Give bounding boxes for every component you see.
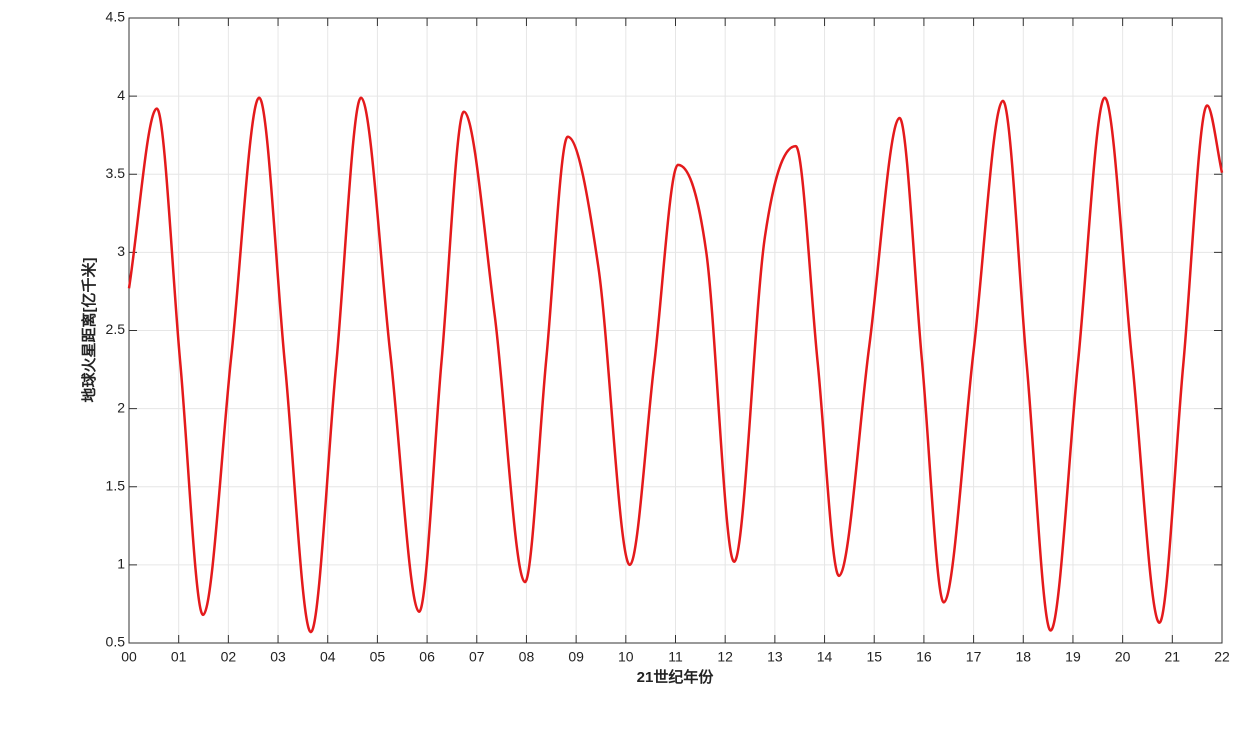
x-tick-label: 03: [270, 649, 286, 665]
y-tick-label: 1.5: [106, 477, 126, 493]
x-tick-label: 16: [916, 649, 932, 665]
x-tick-label: 06: [419, 649, 435, 665]
y-tick-label: 3.5: [106, 165, 126, 181]
x-tick-label: 00: [121, 649, 137, 665]
x-tick-label: 11: [668, 649, 683, 665]
x-tick-label: 14: [817, 649, 833, 665]
x-tick-label: 18: [1015, 649, 1031, 665]
x-tick-label: 04: [320, 649, 336, 665]
y-tick-label: 3: [117, 243, 125, 259]
x-tick-label: 15: [866, 649, 882, 665]
x-tick-label: 20: [1115, 649, 1131, 665]
x-tick-label: 22: [1214, 649, 1230, 665]
x-tick-label: 19: [1065, 649, 1081, 665]
y-tick-label: 4: [117, 87, 125, 103]
y-tick-label: 2: [117, 399, 125, 415]
x-tick-label: 09: [568, 649, 584, 665]
x-tick-label: 07: [469, 649, 485, 665]
x-tick-label: 10: [618, 649, 634, 665]
x-axis-title: 21世纪年份: [637, 668, 715, 686]
y-tick-label: 0.5: [106, 634, 126, 650]
x-tick-label: 01: [171, 649, 187, 665]
x-tick-label: 21: [1165, 649, 1181, 665]
x-tick-label: 13: [767, 649, 783, 665]
y-tick-label: 1: [117, 556, 125, 572]
y-tick-label: 4.5: [106, 9, 126, 25]
line-series: [127, 96, 1224, 634]
y-tick-label: 2.5: [106, 321, 126, 337]
x-tick-label: 17: [966, 649, 982, 665]
y-axis-title: 地球火星距离[亿千米]: [80, 258, 98, 403]
x-tick-label: 12: [717, 649, 733, 665]
x-tick-label: 05: [370, 649, 386, 665]
x-tick-label: 08: [519, 649, 535, 665]
x-tick-label: 02: [221, 649, 237, 665]
grid: [128, 17, 1223, 644]
